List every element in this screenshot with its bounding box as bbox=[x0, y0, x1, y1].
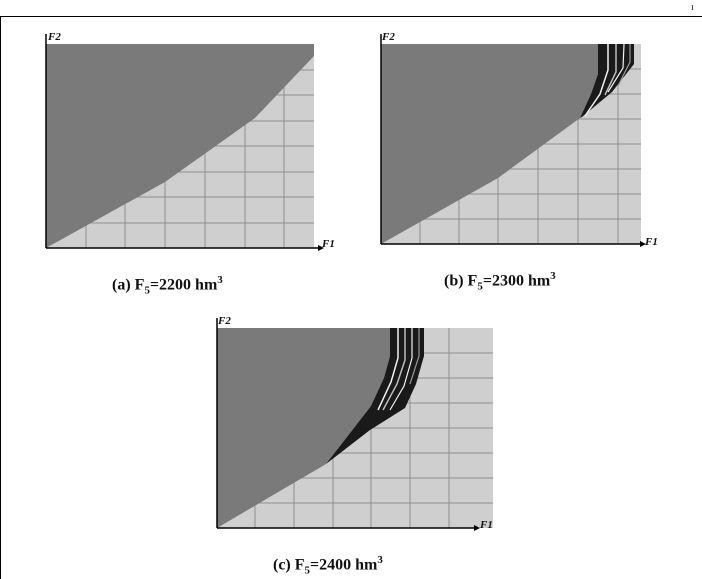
panel-a-x-arrow bbox=[318, 245, 324, 251]
top-border-line bbox=[0, 16, 702, 17]
panel-c-transition-band bbox=[326, 328, 424, 464]
panel-b-y-label: F2 bbox=[381, 31, 395, 43]
caption-b: (b) F5=2300 hm3 bbox=[444, 270, 556, 293]
panel-b-feasible-region bbox=[381, 44, 598, 244]
left-border-line bbox=[0, 16, 1, 579]
panel-c-x-arrow bbox=[474, 525, 480, 531]
panel-b-x-label: F1 bbox=[644, 236, 658, 248]
panel-a-y-label: F2 bbox=[47, 31, 61, 43]
panel-c-x-label: F1 bbox=[479, 519, 493, 531]
panel-c-y-label: F2 bbox=[217, 315, 231, 327]
panel-a-x-label: F1 bbox=[321, 238, 335, 250]
panel-b-transition-band bbox=[580, 43, 634, 118]
panel-a-feasible-region bbox=[46, 44, 314, 248]
header-mark: ı bbox=[691, 2, 694, 13]
caption-c: (c) F5=2400 hm3 bbox=[273, 554, 383, 577]
panel-c-feasible-region bbox=[217, 328, 390, 528]
caption-a: (a) F5=2200 hm3 bbox=[112, 274, 223, 297]
panel-b-x-arrow bbox=[640, 241, 646, 247]
